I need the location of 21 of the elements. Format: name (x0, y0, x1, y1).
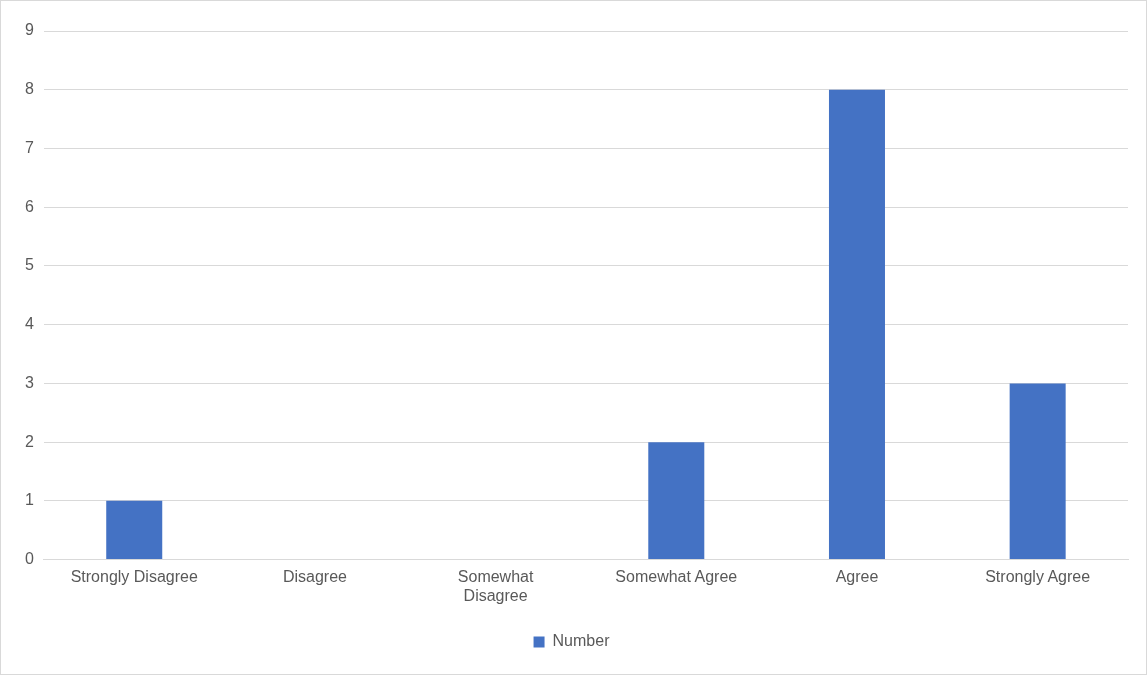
y-tick-label: 8 (24, 80, 34, 98)
x-tick-label: Somewhat Disagree (457, 567, 534, 604)
y-tick-label: 7 (24, 138, 34, 156)
y-tick-label: 5 (24, 256, 34, 274)
y-tick-label: 1 (24, 491, 34, 509)
x-tick-label: Strongly Disagree (70, 567, 198, 585)
y-tick-label: 6 (24, 197, 34, 215)
y-tick-label: 9 (24, 21, 34, 39)
bar (106, 500, 163, 560)
x-tick-label: Strongly Agree (985, 567, 1091, 585)
y-tick-label: 2 (24, 432, 34, 450)
y-tick-label: 0 (24, 550, 34, 568)
legend-label: Number (552, 632, 611, 650)
x-tick-label: Somewhat Agree (615, 567, 738, 585)
bar (1009, 383, 1066, 560)
x-tick-label: Agree (835, 567, 879, 585)
y-tick-label: 3 (24, 373, 34, 391)
bar (648, 442, 705, 560)
x-tick-label: Disagree (282, 567, 348, 585)
bar (828, 89, 885, 560)
y-tick-label: 4 (24, 315, 34, 333)
